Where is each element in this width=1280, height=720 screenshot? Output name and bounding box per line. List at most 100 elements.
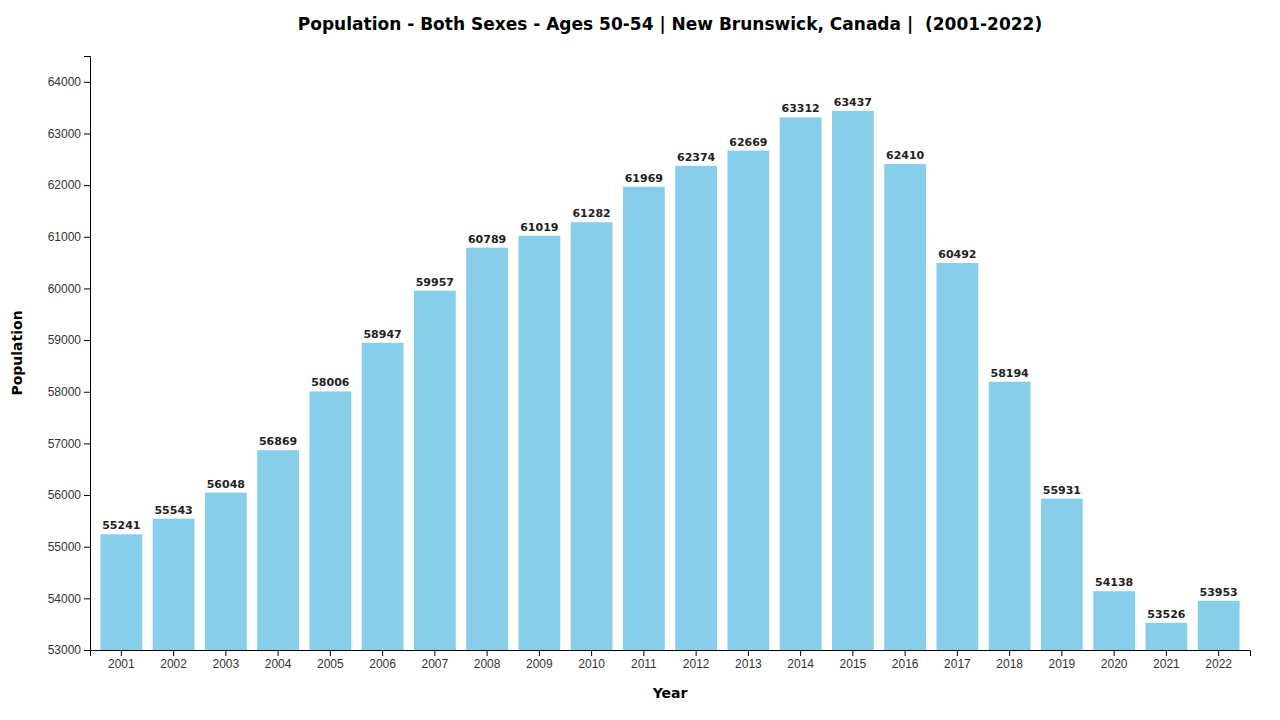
x-tick: 2008 [474,650,501,671]
y-tick-label: 60000 [48,282,82,296]
y-tick-mark [84,650,90,651]
x-tick-label: 2019 [1049,657,1076,671]
x-tick-mark [852,650,853,656]
x-axis-line [91,651,1251,657]
y-axis: 53000 54000 55000 56000 57000 58000 59000 60000… [48,57,91,658]
x-tick-label: 2001 [108,657,135,671]
x-tick: 2003 [213,650,240,671]
y-tick-mark [84,598,90,599]
x-tick-mark [696,650,697,656]
x-tick-label: 2022 [1205,657,1232,671]
bar [780,117,822,650]
x-tick-mark [382,650,383,656]
x-tick-mark [1061,650,1062,656]
y-tick-label: 54000 [48,592,82,606]
y-tick: 63000 [48,127,90,141]
y-tick-mark [84,237,90,238]
data-label: 59957 [416,276,454,289]
x-tick-mark [173,650,174,656]
x-tick-mark [330,650,331,656]
x-tick: 2010 [578,650,605,671]
x-tick: 2011 [631,650,657,671]
x-tick-label: 2018 [996,657,1023,671]
bar [1041,499,1083,650]
data-label: 60789 [468,233,506,246]
data-label: 63312 [781,102,819,115]
x-tick-label: 2005 [317,657,344,671]
x-tick-mark [800,650,801,656]
bar [989,382,1031,650]
data-label: 58194 [990,367,1029,380]
chart-title: Population - Both Sexes - Ages 50-54 | N… [298,14,1042,34]
bar [205,493,247,650]
bars [100,111,1239,650]
y-tick: 53000 [48,643,90,657]
y-tick-mark [84,443,90,444]
y-tick-mark [84,547,90,548]
data-label: 60492 [938,248,976,261]
x-tick-mark [1114,650,1115,656]
data-label: 58947 [363,328,401,341]
y-tick-label: 63000 [48,127,82,141]
y-tick: 59000 [48,333,90,347]
bar [518,236,560,650]
y-axis-line [84,57,91,651]
bar [1145,623,1187,650]
chart-svg: 2001200220032004200520062007200820092010… [0,0,1280,720]
y-tick: 61000 [48,230,90,244]
y-tick-mark [84,288,90,289]
bar [1093,591,1135,650]
x-tick: 2006 [369,650,396,671]
y-tick-label: 62000 [48,178,82,192]
x-tick: 2017 [944,650,971,671]
x-tick-mark [1009,650,1010,656]
data-label: 62374 [677,151,716,164]
x-tick: 2005 [317,650,344,671]
data-label: 62669 [729,136,767,149]
y-tick: 60000 [48,282,90,296]
x-tick-label: 2003 [213,657,240,671]
x-tick: 2022 [1205,650,1232,671]
x-tick-label: 2014 [787,657,814,671]
bar [623,187,665,650]
x-tick-label: 2007 [422,657,449,671]
x-tick-mark [1218,650,1219,656]
x-tick-label: 2020 [1101,657,1128,671]
x-tick-mark [539,650,540,656]
bar [100,534,142,650]
y-tick-label: 58000 [48,385,82,399]
y-tick-label: 53000 [48,643,82,657]
y-tick-mark [84,185,90,186]
bar [309,391,351,650]
data-label: 56048 [207,478,245,491]
y-tick-label: 56000 [48,488,82,502]
data-label: 54138 [1095,576,1133,589]
x-tick: 2016 [892,650,919,671]
data-label: 53953 [1200,586,1238,599]
x-tick-label: 2008 [474,657,501,671]
data-label: 62410 [886,149,925,162]
data-label: 58006 [311,376,350,389]
bar [936,263,978,650]
y-tick: 54000 [48,592,90,606]
x-tick-mark [643,650,644,656]
bar [466,248,508,650]
data-label: 61969 [625,172,663,185]
bar [414,291,456,650]
x-tick-label: 2016 [892,657,919,671]
y-tick: 55000 [48,540,90,554]
data-label: 55543 [154,504,192,517]
x-tick-label: 2004 [265,657,292,671]
x-tick: 2021 [1153,650,1180,671]
x-axis-title: Year [652,685,688,701]
y-tick: 57000 [48,437,90,451]
x-tick: 2019 [1049,650,1076,671]
y-tick-label: 55000 [48,540,82,554]
x-tick-label: 2006 [369,657,396,671]
x-tick-label: 2002 [160,657,187,671]
y-tick-mark [84,392,90,393]
y-tick-label: 64000 [48,75,82,89]
x-tick: 2020 [1101,650,1128,671]
x-tick-label: 2013 [735,657,762,671]
y-tick-mark [84,495,90,496]
